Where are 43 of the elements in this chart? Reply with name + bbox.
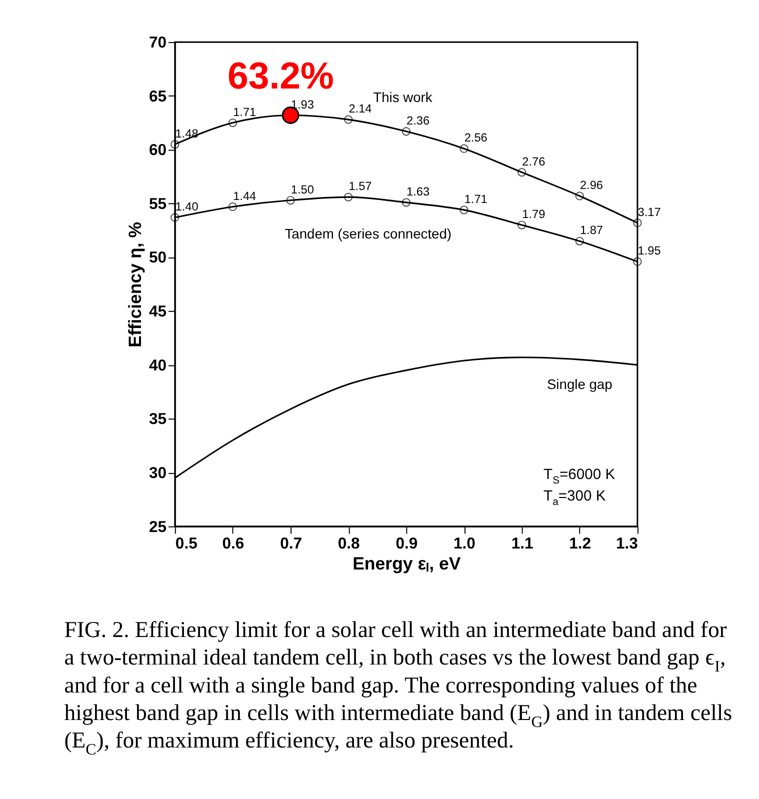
x-tick-label: 0.6 <box>222 536 244 553</box>
x-tick-label: 0.7 <box>280 536 302 553</box>
annotation: 2.36 <box>406 113 430 128</box>
y-tick-label: 55 <box>148 196 167 213</box>
y-tick-label: 65 <box>148 88 167 106</box>
series-label: Tandem (series connected) <box>284 226 452 242</box>
annotation: 63.2% <box>227 54 334 97</box>
y-tick-label: 45 <box>148 304 167 321</box>
x-tick-label: 1.0 <box>454 536 476 553</box>
y-tick-label: 30 <box>148 464 167 482</box>
series-label: Single gap <box>546 376 613 392</box>
x-tick-label: 1.3 <box>616 536 638 553</box>
x-tick-label: 1.2 <box>569 536 592 553</box>
annotation: 1.50 <box>290 182 314 196</box>
x-tick-label: 0.8 <box>338 536 360 553</box>
y-tick-label: 25 <box>148 518 167 536</box>
annotation: 1.57 <box>348 179 372 194</box>
y-tick-label: 70 <box>148 34 167 52</box>
annotation: 2.14 <box>348 102 372 116</box>
y-tick-label: 35 <box>148 411 167 428</box>
annotation: 2.96 <box>580 178 604 192</box>
annotation: 1.40 <box>175 200 199 214</box>
x-tick-label: 0.5 <box>175 536 198 553</box>
annotation: 3.17 <box>638 204 661 219</box>
y-tick-label: 60 <box>148 142 167 160</box>
y-axis-title: Efficiency η, % <box>125 222 146 348</box>
annotation: 1.71 <box>464 192 488 206</box>
annotation: 1.79 <box>522 207 546 222</box>
annotation: 1.48 <box>175 126 199 140</box>
series-label: This work <box>373 88 432 105</box>
annotation: 1.44 <box>233 188 257 203</box>
x-axis-title: Energy εₗ, eV <box>352 553 461 574</box>
annotation: 1.71 <box>233 104 257 119</box>
x-tick-label: 1.1 <box>511 536 534 553</box>
y-tick-label: 50 <box>148 250 167 267</box>
y-tick-label: 40 <box>148 357 167 374</box>
annotation: 2.56 <box>464 130 488 145</box>
annotation: 1.87 <box>580 223 604 238</box>
annotation: 2.76 <box>522 154 546 168</box>
annotation: 1.93 <box>290 97 314 112</box>
x-tick-label: 0.9 <box>396 536 418 553</box>
annotation: 1.63 <box>406 184 430 199</box>
annotation: 1.95 <box>638 244 662 258</box>
